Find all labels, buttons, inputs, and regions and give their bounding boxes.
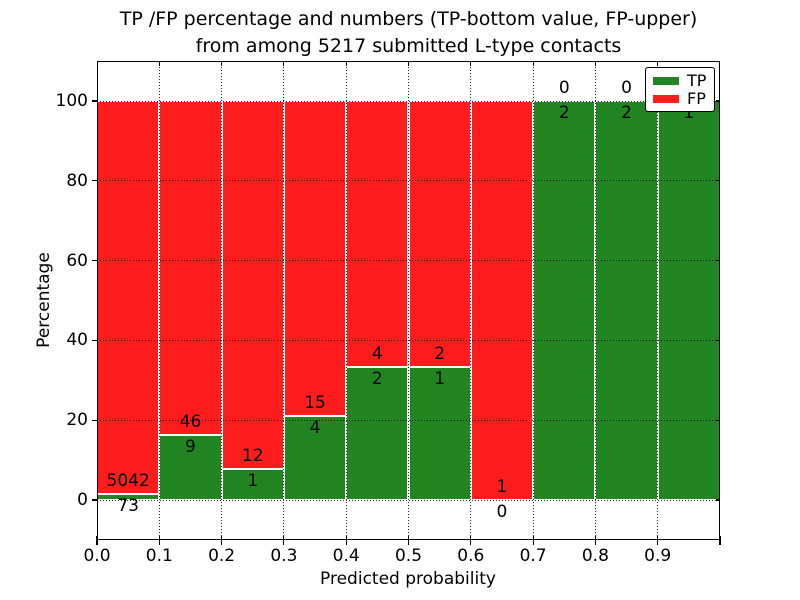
fp-bar-segment <box>97 101 160 495</box>
y-tick-mark <box>91 180 97 182</box>
plot-area: 5042 73 46 9 12 1 15 4 4 2 2 1 1 0 0 2 0 2 1 TP FP Predict… <box>34 61 721 589</box>
fp-swatch-icon <box>653 95 679 103</box>
y-tick-mark <box>91 260 97 262</box>
y-tick-mark-right <box>715 100 720 102</box>
x-tick-label: 0.4 <box>332 546 360 566</box>
tp-bar-segment <box>408 367 471 500</box>
x-tick-label: 0.8 <box>581 546 609 566</box>
fp-bar-segment <box>346 101 409 367</box>
y-tick-mark-right <box>715 339 720 341</box>
x-tick-label: 0.1 <box>145 546 173 566</box>
bar-column <box>470 101 534 500</box>
x-tick-label: 0.5 <box>394 546 423 566</box>
x-tick-label: 0.2 <box>208 546 236 566</box>
x-tick-label: 0.3 <box>270 546 298 566</box>
y-tick-label: 80 <box>66 170 88 191</box>
bar-column <box>221 101 284 500</box>
x-tick-mark <box>158 536 160 545</box>
y-tick-mark-right <box>715 499 720 501</box>
legend-label-fp: FP <box>687 89 706 108</box>
y-tick-label: 20 <box>66 410 88 431</box>
x-tick-mark <box>470 536 472 545</box>
x-tick-mark-top <box>221 61 223 66</box>
x-tick-mark <box>221 536 223 545</box>
bars-layer <box>97 61 720 540</box>
tp-bar-segment <box>533 101 596 500</box>
y-tick-mark-right <box>715 180 720 182</box>
y-tick-mark <box>91 100 97 102</box>
y-axis-label: Percentage <box>34 252 54 348</box>
fp-bar-segment <box>159 101 222 435</box>
x-tick-label: 0.6 <box>457 546 485 566</box>
chart-title-line2: from among 5217 submitted L-type contact… <box>195 35 622 57</box>
legend-label-tp: TP <box>687 71 707 90</box>
x-tick-mark <box>532 536 534 545</box>
fp-bar-segment <box>470 101 534 500</box>
x-tick-mark <box>283 536 285 545</box>
x-tick-mark-top <box>345 61 347 66</box>
fp-bar-segment <box>221 101 284 470</box>
tp-bar-segment <box>283 416 347 500</box>
tp-bar-segment <box>159 434 222 500</box>
tp-bar-segment <box>221 469 284 500</box>
x-tick-mark <box>96 536 98 545</box>
bar-column <box>346 101 409 500</box>
fp-bar-segment <box>408 101 471 367</box>
bar-column <box>657 101 720 500</box>
x-tick-mark-top <box>594 61 596 66</box>
chart-title-line1: TP /FP percentage and numbers (TP-bottom… <box>119 8 698 30</box>
x-tick-label: 0.9 <box>644 546 672 566</box>
x-tick-label: 0.0 <box>83 546 111 566</box>
tp-bar-segment <box>346 367 409 500</box>
x-tick-mark-top <box>407 61 410 66</box>
x-tick-mark <box>719 536 721 545</box>
legend: TP FP <box>645 67 715 112</box>
bar-column <box>595 101 658 500</box>
legend-entry-fp: FP <box>646 90 714 108</box>
y-tick-label: 100 <box>55 91 88 111</box>
x-tick-mark <box>407 536 410 545</box>
bar-column <box>283 101 347 500</box>
tp-bar-segment <box>97 494 160 500</box>
x-tick-mark <box>657 536 659 545</box>
y-tick-mark-right <box>715 260 720 262</box>
y-tick-label: 0 <box>77 490 88 510</box>
bar-column <box>97 101 160 500</box>
x-tick-mark-top <box>532 61 534 66</box>
x-tick-mark-top <box>283 61 285 66</box>
x-tick-mark-top <box>657 61 659 66</box>
bar-column <box>533 101 596 500</box>
bar-column <box>159 101 222 500</box>
y-tick-label: 40 <box>66 330 88 351</box>
chart-title: TP /FP percentage and numbers (TP-bottom… <box>97 6 720 60</box>
tp-bar-segment <box>595 101 658 500</box>
fp-bar-segment <box>283 101 347 416</box>
y-tick-mark <box>91 499 97 501</box>
x-tick-label: 0.7 <box>519 546 547 566</box>
x-tick-mark <box>345 536 347 545</box>
tp-swatch-icon <box>653 77 679 85</box>
legend-entry-tp: TP <box>646 72 714 90</box>
y-tick-mark <box>91 339 97 341</box>
x-tick-mark-top <box>158 61 160 66</box>
x-tick-mark-top <box>470 61 472 66</box>
x-tick-mark <box>594 536 596 545</box>
bar-column <box>408 101 471 500</box>
tp-bar-segment <box>657 101 720 500</box>
y-tick-mark <box>91 419 97 421</box>
y-tick-mark-right <box>715 419 720 421</box>
x-axis-label: Predicted probability <box>320 569 496 589</box>
y-tick-label: 60 <box>66 250 88 271</box>
